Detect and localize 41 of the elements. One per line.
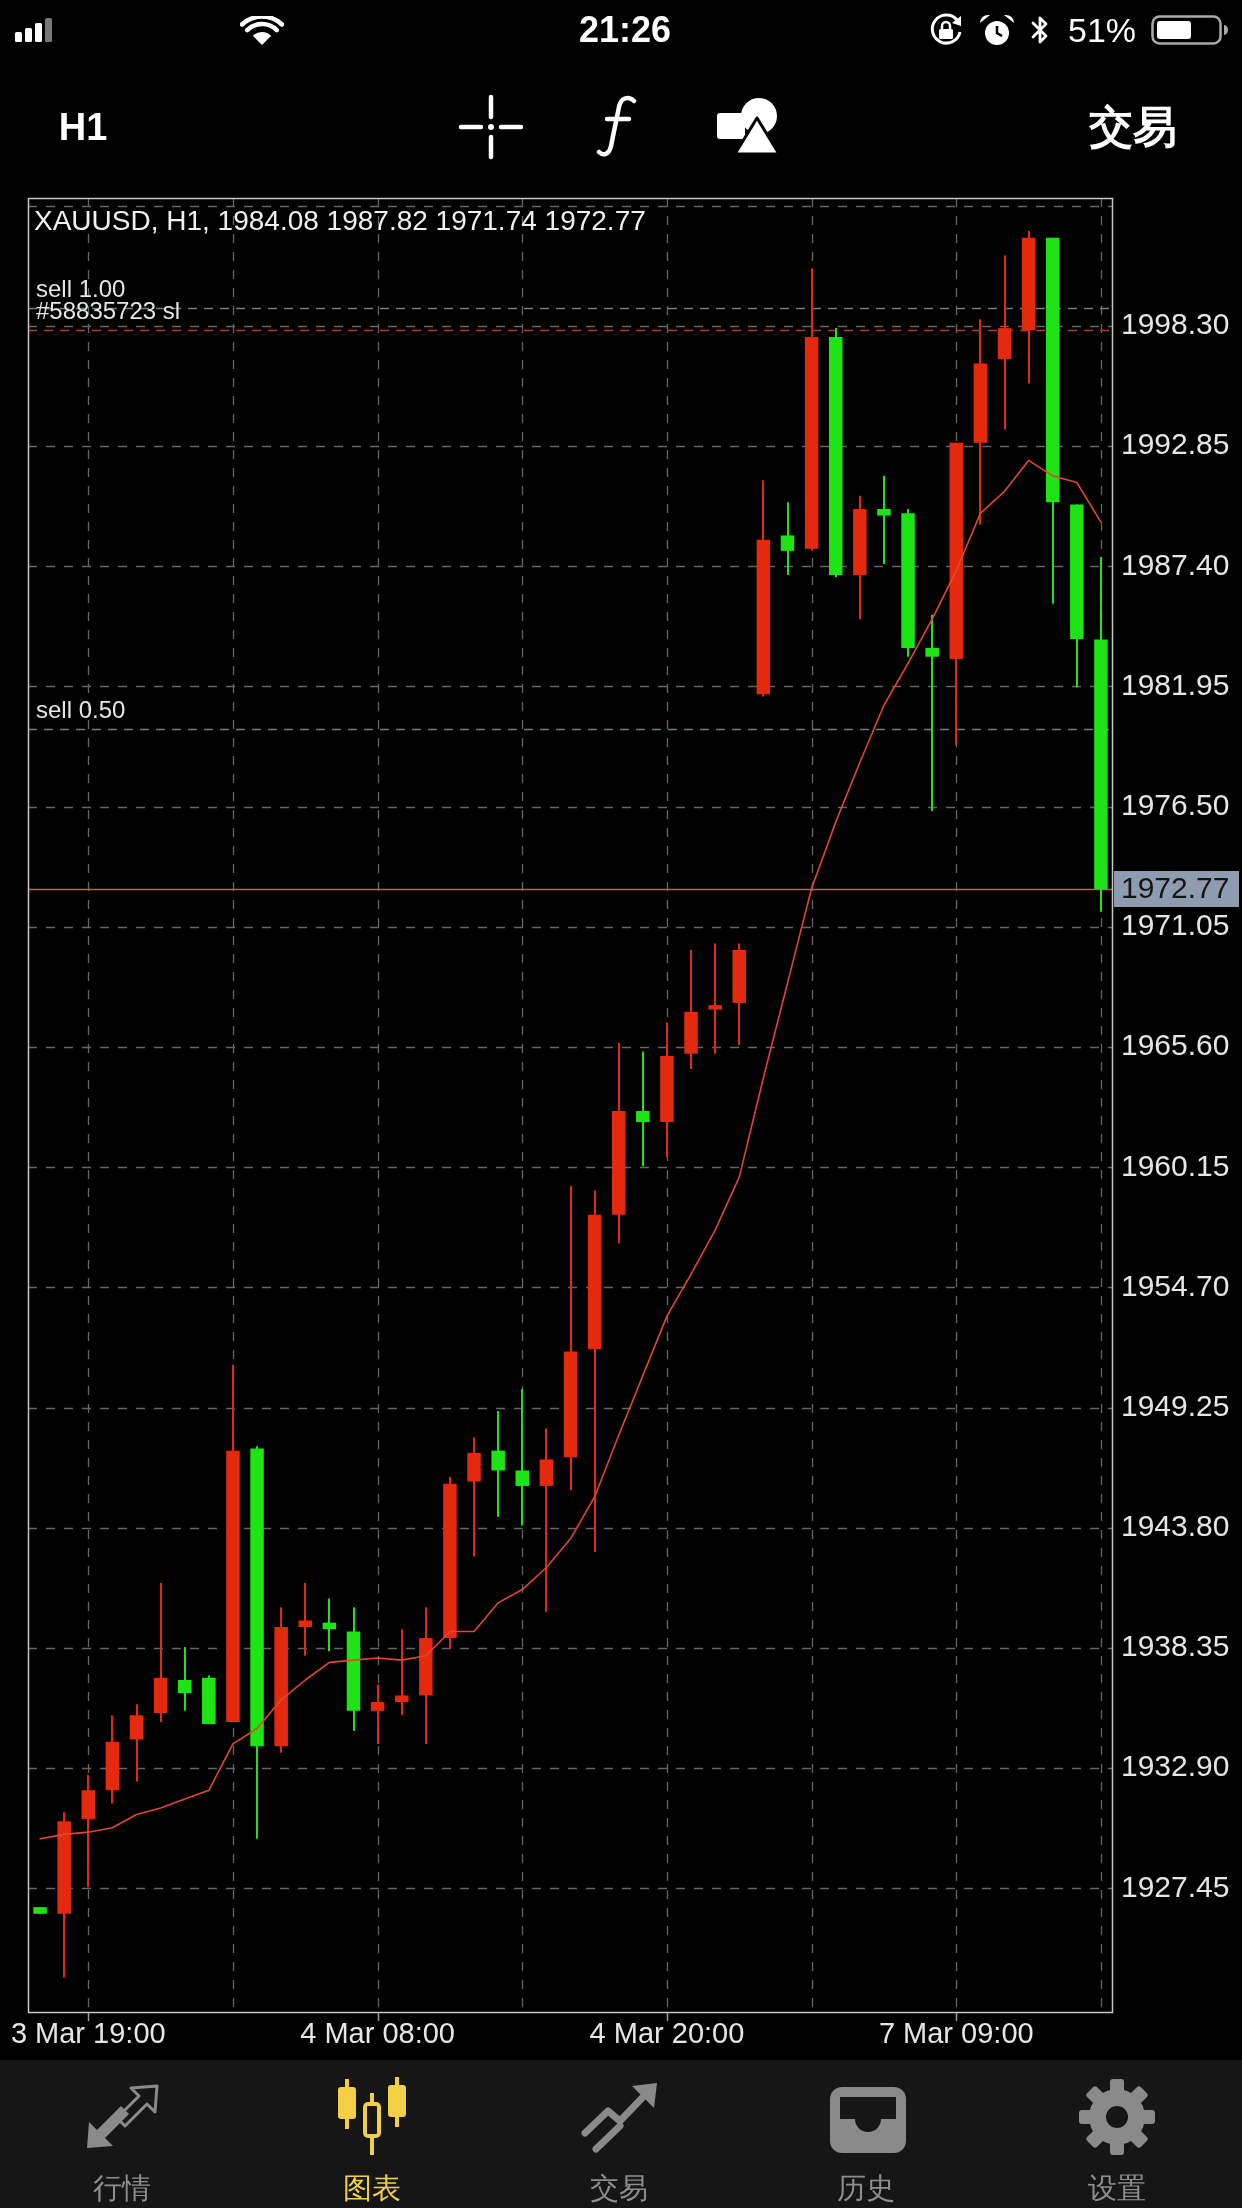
candlestick bbox=[491, 1409, 505, 1518]
y-tick-label: 1965.60 bbox=[1121, 1028, 1230, 1062]
chart-title: XAUUSD, H1, 1984.08 1987.82 1971.74 1972.77 bbox=[34, 204, 646, 236]
candlestick bbox=[636, 1050, 650, 1168]
text: H1 bbox=[58, 106, 108, 148]
text: 21:26 bbox=[578, 9, 672, 50]
text: 行情 bbox=[93, 2171, 151, 2204]
candlestick bbox=[925, 613, 939, 813]
text: 交易 bbox=[1089, 102, 1177, 151]
text: 图表 bbox=[343, 2171, 401, 2204]
x-tick-label: 4 Mar 20:00 bbox=[589, 2017, 745, 2050]
x-tick-label: 3 Mar 19:00 bbox=[10, 2017, 166, 2050]
y-tick-label: 1998.30 bbox=[1121, 307, 1230, 341]
y-tick-label: 1987.40 bbox=[1121, 547, 1230, 581]
text: 51% bbox=[1067, 11, 1137, 49]
y-tick-label: 1932.90 bbox=[1121, 1749, 1230, 1783]
candlestick bbox=[177, 1645, 192, 1712]
x-tick-label: 4 Mar 08:00 bbox=[300, 2017, 455, 2050]
candlestick bbox=[298, 1581, 313, 1657]
ref-line-label: sell 0.50 bbox=[36, 696, 126, 724]
y-tick-label: 1960.15 bbox=[1121, 1148, 1230, 1182]
candlestick bbox=[877, 474, 891, 566]
candlestick bbox=[394, 1628, 409, 1717]
text: 交易 bbox=[590, 2171, 648, 2204]
text: 历史 bbox=[837, 2171, 895, 2204]
x-tick-label: 7 Mar 09:00 bbox=[878, 2017, 1034, 2050]
y-tick-label: 1938.35 bbox=[1121, 1629, 1230, 1663]
y-tick-label: 1976.50 bbox=[1121, 787, 1230, 821]
y-tick-label: 1949.25 bbox=[1121, 1388, 1230, 1422]
y-tick-label: 1981.95 bbox=[1121, 667, 1230, 701]
text: 设置 bbox=[1088, 2171, 1146, 2204]
candlestick bbox=[515, 1387, 530, 1527]
y-tick-label: 1927.45 bbox=[1121, 1869, 1230, 1903]
y-tick-label: 1943.80 bbox=[1121, 1509, 1230, 1543]
y-tick-label: 1954.70 bbox=[1121, 1268, 1230, 1302]
ref-line-label: 1972.77 bbox=[1121, 871, 1230, 905]
candlestick bbox=[370, 1683, 385, 1745]
y-tick-label: 1992.85 bbox=[1121, 427, 1230, 461]
candlestick bbox=[708, 942, 722, 1055]
candlestick bbox=[780, 501, 795, 577]
y-tick-label: 1971.05 bbox=[1121, 908, 1230, 942]
